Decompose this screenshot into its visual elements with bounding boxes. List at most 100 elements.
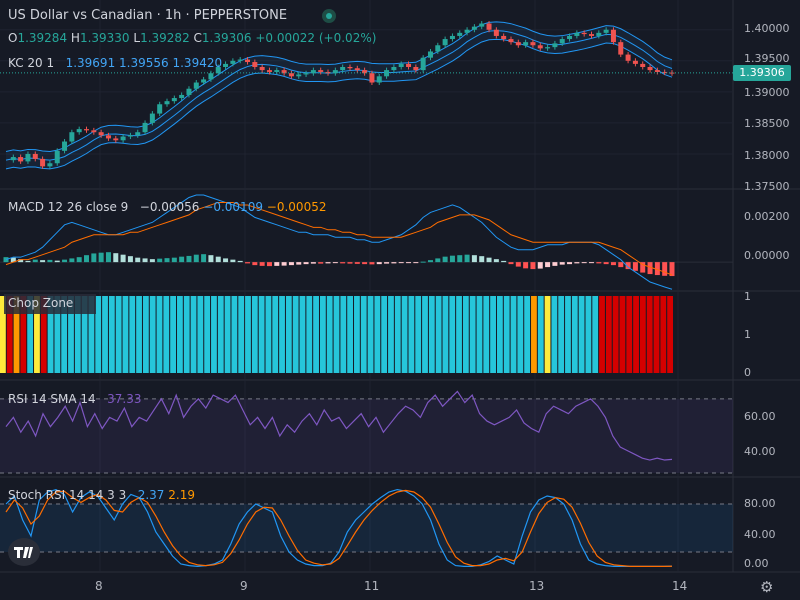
chop-zone-bar <box>340 296 347 373</box>
chop-zone-bar <box>34 296 40 373</box>
candle <box>171 98 177 102</box>
macd-hist-bar <box>376 262 382 265</box>
last-price-tag: 1.39306 <box>733 65 791 81</box>
chop-zone-bar <box>558 296 565 373</box>
macd-hist-bar <box>332 262 338 264</box>
settings-gear-icon[interactable]: ⚙ <box>760 578 774 596</box>
chop-zone-bar <box>401 296 408 373</box>
candle <box>288 73 294 77</box>
candle <box>157 104 163 114</box>
candle <box>501 35 507 40</box>
chop-zone-bar <box>170 296 177 373</box>
chop-zone-bar <box>285 296 292 373</box>
chop-zone-bar <box>531 296 537 373</box>
candle <box>127 135 133 137</box>
candle <box>223 63 229 67</box>
macd-hist-bar <box>113 253 119 263</box>
kc-upper-band <box>5 21 673 152</box>
macd-hist-bar <box>47 259 53 263</box>
candle <box>303 73 309 75</box>
chop-zone-bar <box>88 296 95 373</box>
macd-hist-bar <box>552 262 558 266</box>
macd-hist-bar <box>193 254 199 263</box>
candle <box>281 70 287 74</box>
candle <box>581 32 587 35</box>
chop-zone-bar <box>265 296 272 373</box>
candle <box>40 158 46 167</box>
stoch-band-fill <box>0 504 733 552</box>
macd-hist-bar <box>442 256 448 263</box>
chop-zone-bar <box>571 296 578 373</box>
macd-hist-bar <box>40 260 46 263</box>
stoch-legend[interactable]: Stoch RSI 14 14 3 3 2.37 2.19 <box>8 488 195 502</box>
chop-zone-bar <box>442 296 449 373</box>
candle <box>54 150 60 164</box>
candle <box>435 45 441 52</box>
macd-hist-bar <box>135 257 141 263</box>
candle <box>596 32 602 36</box>
chop-zone-bar <box>68 296 74 373</box>
macd-hist-bar <box>230 259 236 263</box>
tradingview-logo[interactable] <box>8 538 40 566</box>
candle <box>105 135 111 139</box>
candle <box>471 26 477 30</box>
macd-hist-bar <box>105 252 111 263</box>
chop-zone-bar <box>388 296 394 373</box>
time-tick: 13 <box>529 579 545 593</box>
candle <box>640 63 646 67</box>
candle <box>164 101 170 105</box>
chop-zone-bar <box>599 296 605 373</box>
chop-zone-bar <box>469 296 476 373</box>
chop-zone-bar <box>74 296 81 373</box>
candle <box>427 51 433 58</box>
macd-hist-bar <box>127 256 133 263</box>
chop-zone-bar <box>612 296 619 373</box>
chop-zone-bar <box>660 296 667 373</box>
chop-zone-bar <box>319 296 326 373</box>
macd-hist-bar <box>662 262 668 276</box>
macd-hist-bar <box>186 255 192 263</box>
market-status-icon[interactable] <box>322 9 336 23</box>
signal-line <box>5 201 673 276</box>
rsi-tick: 40.00 <box>744 445 776 458</box>
macd-hist-bar <box>237 260 243 263</box>
macd-hist-bar <box>252 262 258 266</box>
chop-legend[interactable]: Chop Zone <box>8 296 74 310</box>
macd-hist-bar <box>157 258 163 263</box>
chop-zone-bar <box>61 296 68 373</box>
macd-hist-bar <box>427 260 433 263</box>
price-tick: 1.38500 <box>744 117 790 130</box>
chop-zone-bar <box>190 296 197 373</box>
macd-hist-bar <box>259 262 265 266</box>
chop-zone-bar <box>27 296 34 373</box>
chop-zone-bar <box>476 296 483 373</box>
rsi-legend[interactable]: RSI 14 SMA 14 37.33 <box>8 392 142 406</box>
macd-hist-bar <box>406 262 412 264</box>
chop-zone-bar <box>517 296 524 373</box>
chop-zone-bar <box>224 296 231 373</box>
candle <box>625 54 631 61</box>
candle <box>508 39 514 43</box>
stoch-d-line <box>5 489 673 568</box>
macd-hist-bar <box>91 253 97 263</box>
candle <box>376 76 382 83</box>
kc-legend[interactable]: KC 20 1 1.39691 1.39556 1.39420 <box>8 56 223 70</box>
macd-hist-bar <box>69 258 75 263</box>
chop-legend-box <box>4 294 96 314</box>
candle <box>230 60 236 64</box>
macd-hist-bar <box>120 254 126 263</box>
candle <box>76 129 82 133</box>
candle <box>457 32 463 36</box>
chop-zone-bar <box>428 296 435 373</box>
candle <box>25 153 31 162</box>
candle <box>406 63 412 67</box>
candle <box>340 67 346 71</box>
chop-zone-bar <box>6 296 13 373</box>
candle <box>610 29 616 43</box>
stoch-tick: 40.00 <box>744 528 776 541</box>
macd-hist-bar <box>588 262 594 264</box>
chop-zone-bar <box>102 296 108 373</box>
macd-legend[interactable]: MACD 12 26 close 9 −0.00056 −0.00109 −0.… <box>8 200 327 214</box>
chop-zone-bar <box>544 296 551 373</box>
